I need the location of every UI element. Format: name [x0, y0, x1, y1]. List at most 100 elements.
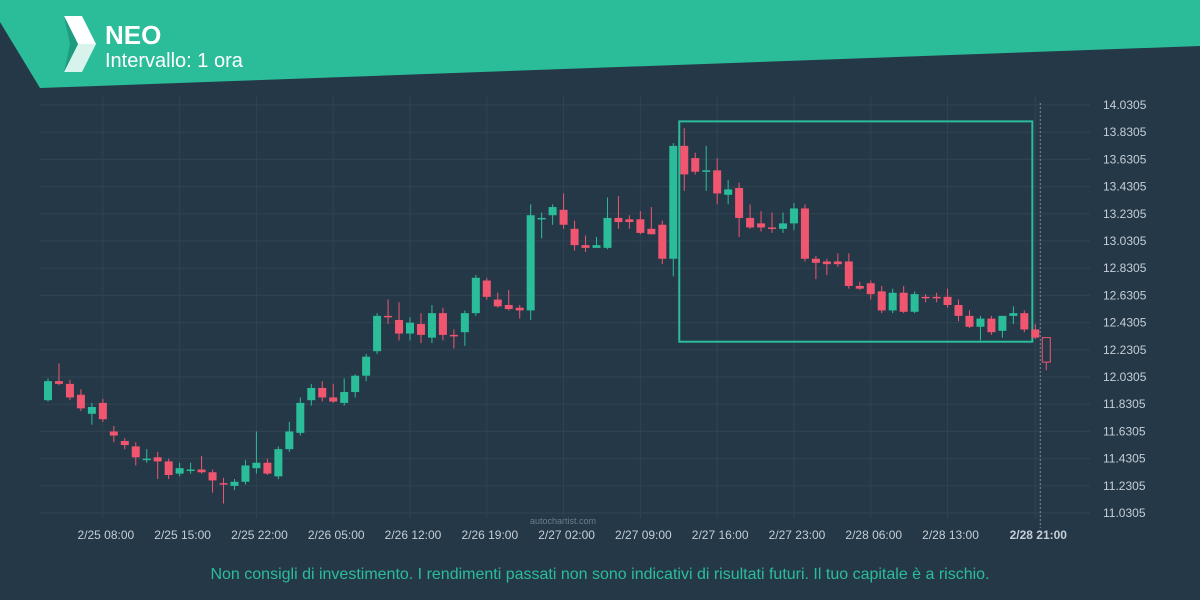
candle [318, 381, 327, 402]
candle [735, 182, 744, 237]
x-tick-label: 2/25 15:00 [154, 528, 211, 542]
candle [120, 438, 129, 450]
candle [471, 275, 480, 316]
candle [109, 426, 118, 443]
candle [768, 212, 777, 233]
y-tick-label: 13.6305 [1103, 152, 1147, 166]
candle [296, 397, 305, 436]
watermark: autochartist.com [530, 516, 596, 526]
candle [713, 158, 722, 205]
y-tick-label: 12.2305 [1103, 343, 1147, 357]
disclaimer: Non consigli di investimento. I rendimen… [210, 566, 990, 583]
candle [493, 292, 502, 308]
candle [954, 299, 963, 322]
candle [757, 211, 766, 232]
candle [877, 285, 886, 314]
x-tick-label: 2/27 23:00 [769, 528, 826, 542]
x-axis: 2/25 08:00 2/25 15:00 2/25 22:00 2/26 05:00… [77, 528, 1067, 542]
candle [833, 253, 842, 267]
x-tick-label: 2/25 08:00 [77, 528, 134, 542]
candle [746, 204, 755, 229]
x-tick-label: 2/27 02:00 [538, 528, 595, 542]
candle [658, 220, 667, 265]
y-axis: 14.0305 13.8305 13.6305 13.4305 13.2305 13.03… [1103, 98, 1147, 520]
candle [943, 288, 952, 308]
candle [899, 285, 908, 314]
symbol-title: NEO [105, 20, 162, 50]
candle [395, 302, 404, 341]
candle [274, 446, 283, 480]
x-tick-label: 2/26 12:00 [385, 528, 442, 542]
candle [76, 389, 85, 412]
candle [208, 469, 217, 493]
pattern-rectangle [678, 120, 1034, 343]
candle [1020, 310, 1029, 333]
candle [373, 313, 382, 354]
candle [778, 212, 787, 233]
candle [570, 220, 579, 251]
x-tick-label: 2/28 13:00 [922, 528, 979, 542]
y-tick-label: 13.4305 [1103, 180, 1147, 194]
y-tick-label: 12.4305 [1103, 316, 1147, 330]
x-tick-label: 2/27 09:00 [615, 528, 672, 542]
y-tick-label: 13.8305 [1103, 125, 1147, 139]
candle [44, 378, 52, 402]
candle [888, 288, 897, 314]
candle [285, 421, 294, 452]
candle [844, 253, 853, 289]
y-tick-label: 11.8305 [1103, 397, 1146, 411]
candle [482, 277, 491, 300]
candle [219, 477, 228, 504]
header-banner [0, 0, 1200, 88]
candle [548, 204, 557, 225]
candle [197, 455, 206, 474]
candle [351, 374, 360, 398]
candle [800, 204, 809, 262]
candle [702, 145, 711, 191]
candle [515, 304, 524, 319]
autochartist-logo-icon [64, 16, 96, 72]
candle [416, 313, 425, 344]
candle [932, 292, 941, 303]
candle [362, 353, 371, 382]
candle [230, 479, 239, 490]
y-tick-label: 13.0305 [1103, 234, 1147, 248]
header-band [0, 0, 1200, 88]
y-tick-label: 12.6305 [1103, 288, 1147, 302]
candle [175, 462, 184, 477]
candle [438, 307, 447, 341]
candle [636, 211, 645, 235]
x-tick-label: 2/26 19:00 [461, 528, 518, 542]
pattern-box [678, 120, 1034, 343]
candle [537, 212, 546, 239]
y-tick-label: 14.0305 [1103, 98, 1147, 112]
candle [789, 202, 798, 231]
candle [406, 317, 415, 341]
candle [866, 280, 875, 300]
y-tick-label: 11.4305 [1103, 452, 1146, 466]
header: NEO Intervallo: 1 ora [0, 0, 1200, 90]
x-tick-label: 2/28 21:00 [1010, 528, 1068, 542]
candle [625, 215, 634, 229]
candle [855, 281, 864, 291]
candle [965, 310, 974, 329]
candle [87, 402, 96, 425]
y-tick-label: 13.2305 [1103, 207, 1147, 221]
candle [340, 378, 349, 406]
candle [910, 291, 919, 314]
candle [427, 304, 436, 344]
price-chart: 14.0305 13.8305 13.6305 13.4305 13.2305 13.03… [40, 95, 1147, 542]
x-tick-label: 2/25 22:00 [231, 528, 288, 542]
candle [987, 315, 996, 335]
x-tick-label: 2/27 16:00 [692, 528, 749, 542]
candle [811, 256, 820, 280]
candle [131, 442, 140, 466]
candle [384, 299, 393, 325]
candle [1031, 324, 1040, 339]
candle [559, 193, 568, 229]
candle [263, 458, 272, 475]
y-tick-label: 11.0305 [1103, 506, 1146, 520]
candle [691, 152, 700, 175]
candle [592, 236, 601, 248]
candle [504, 290, 513, 311]
